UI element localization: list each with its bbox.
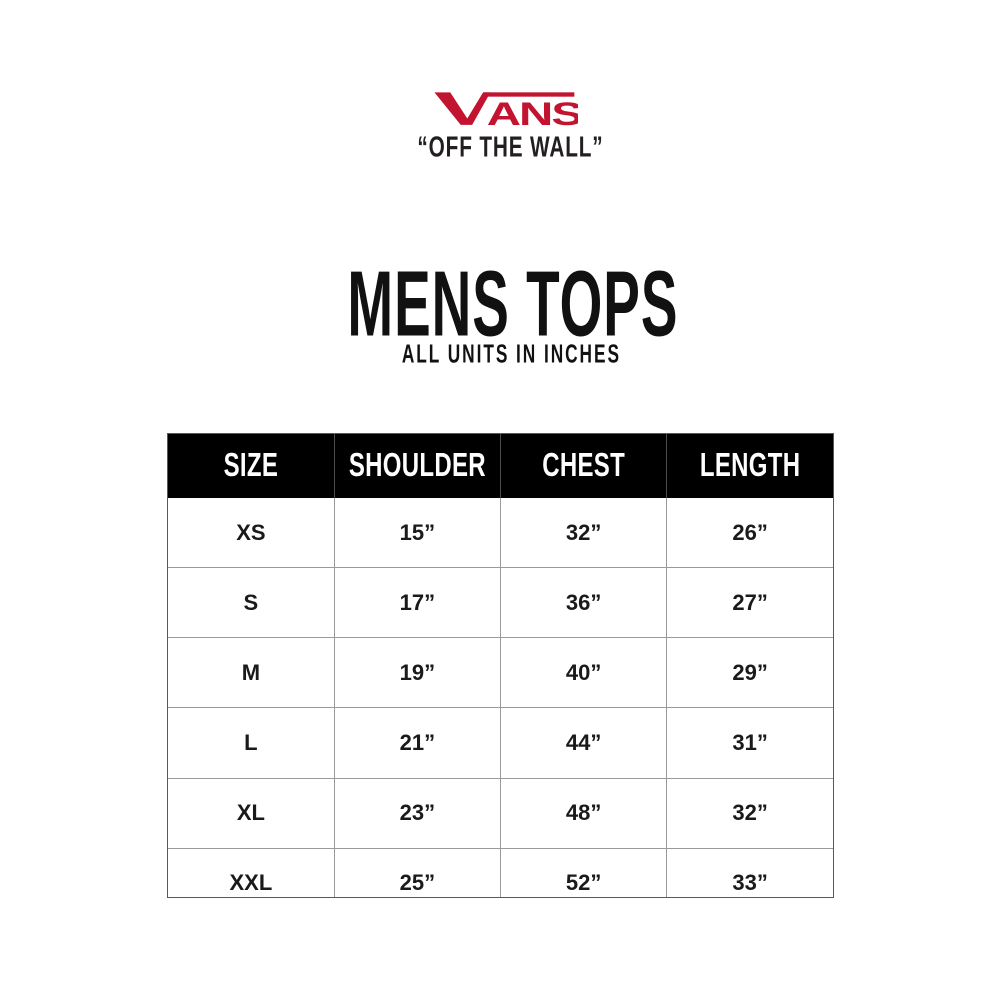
svg-text:ANS: ANS	[487, 95, 578, 132]
